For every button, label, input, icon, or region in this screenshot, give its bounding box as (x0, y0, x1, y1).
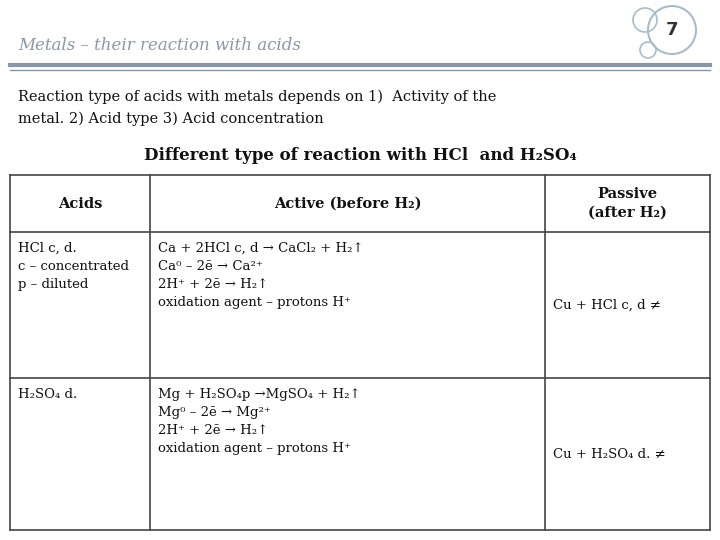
Text: Acids: Acids (58, 197, 102, 211)
Text: Mg + H₂SO₄p →MgSO₄ + H₂↑: Mg + H₂SO₄p →MgSO₄ + H₂↑ (158, 388, 361, 401)
Text: HCl c, d.: HCl c, d. (18, 242, 77, 255)
Text: Reaction type of acids with metals depends on 1)  Activity of the: Reaction type of acids with metals depen… (18, 90, 496, 104)
Text: Mg⁰ – 2ē → Mg²⁺: Mg⁰ – 2ē → Mg²⁺ (158, 406, 271, 419)
Text: Passive
(after H₂): Passive (after H₂) (588, 187, 667, 220)
Text: metal. 2) Acid type 3) Acid concentration: metal. 2) Acid type 3) Acid concentratio… (18, 112, 324, 126)
Text: c – concentrated: c – concentrated (18, 260, 129, 273)
Text: Cu + HCl c, d ≠: Cu + HCl c, d ≠ (553, 299, 661, 312)
Text: p – diluted: p – diluted (18, 278, 89, 291)
Text: Active (before H₂): Active (before H₂) (274, 197, 421, 211)
Text: Metals – their reaction with acids: Metals – their reaction with acids (18, 37, 301, 53)
Text: Different type of reaction with HCl  and H₂SO₄: Different type of reaction with HCl and … (143, 146, 577, 164)
Text: Cu + H₂SO₄ d. ≠: Cu + H₂SO₄ d. ≠ (553, 448, 666, 461)
Text: H₂SO₄ d.: H₂SO₄ d. (18, 388, 77, 401)
Text: oxidation agent – protons H⁺: oxidation agent – protons H⁺ (158, 442, 351, 455)
Text: 7: 7 (666, 21, 678, 39)
Text: oxidation agent – protons H⁺: oxidation agent – protons H⁺ (158, 296, 351, 309)
Text: Ca + 2HCl c, d → CaCl₂ + H₂↑: Ca + 2HCl c, d → CaCl₂ + H₂↑ (158, 242, 364, 255)
Text: Ca⁰ – 2ē → Ca²⁺: Ca⁰ – 2ē → Ca²⁺ (158, 260, 263, 273)
Text: 2H⁺ + 2ē → H₂↑: 2H⁺ + 2ē → H₂↑ (158, 278, 269, 291)
Text: 2H⁺ + 2ē → H₂↑: 2H⁺ + 2ē → H₂↑ (158, 424, 269, 437)
